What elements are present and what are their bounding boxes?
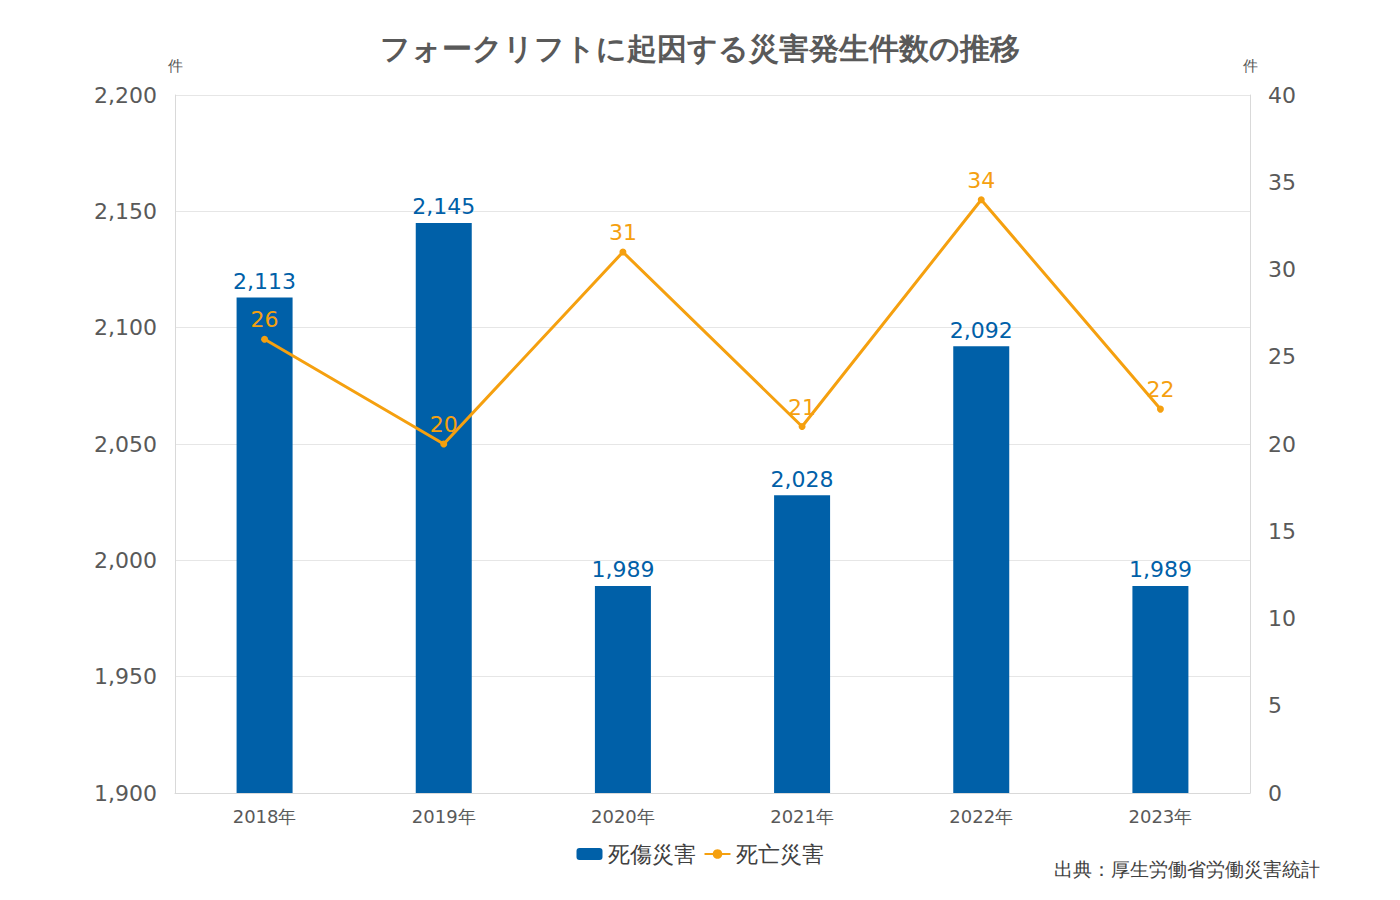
svg-text:2,113: 2,113: [233, 269, 296, 294]
svg-text:2,100: 2,100: [94, 315, 157, 340]
svg-text:件: 件: [1243, 57, 1258, 75]
svg-text:25: 25: [1268, 344, 1296, 369]
svg-text:1,900: 1,900: [94, 781, 157, 806]
svg-text:2022年: 2022年: [949, 806, 1013, 827]
svg-text:2,150: 2,150: [94, 199, 157, 224]
svg-text:30: 30: [1268, 257, 1296, 282]
svg-text:34: 34: [967, 168, 995, 193]
svg-text:フォークリフトに起因する災害発生件数の推移: フォークリフトに起因する災害発生件数の推移: [380, 31, 1020, 66]
svg-text:35: 35: [1268, 170, 1296, 195]
svg-text:31: 31: [609, 220, 637, 245]
svg-text:0: 0: [1268, 781, 1282, 806]
svg-text:20: 20: [430, 412, 458, 437]
svg-text:2018年: 2018年: [233, 806, 297, 827]
svg-text:出典：厚生労働省労働災害統計: 出典：厚生労働省労働災害統計: [1054, 858, 1320, 880]
svg-text:件: 件: [168, 57, 183, 75]
svg-text:2019年: 2019年: [412, 806, 476, 827]
svg-text:2023年: 2023年: [1129, 806, 1193, 827]
svg-text:21: 21: [788, 395, 816, 420]
svg-text:1,950: 1,950: [94, 664, 157, 689]
svg-text:2020年: 2020年: [591, 806, 655, 827]
svg-text:10: 10: [1268, 606, 1296, 631]
svg-text:20: 20: [1268, 432, 1296, 457]
svg-text:22: 22: [1146, 377, 1174, 402]
svg-text:死亡災害: 死亡災害: [736, 842, 824, 867]
svg-text:死傷災害: 死傷災害: [608, 842, 696, 867]
svg-text:1,989: 1,989: [591, 557, 654, 582]
svg-text:2,145: 2,145: [412, 194, 475, 219]
svg-text:2,092: 2,092: [950, 318, 1013, 343]
svg-text:2021年: 2021年: [770, 806, 834, 827]
svg-text:40: 40: [1268, 83, 1296, 108]
svg-text:15: 15: [1268, 519, 1296, 544]
svg-text:5: 5: [1268, 693, 1282, 718]
svg-text:2,000: 2,000: [94, 548, 157, 573]
svg-text:26: 26: [251, 307, 279, 332]
svg-text:2,050: 2,050: [94, 432, 157, 457]
svg-text:2,028: 2,028: [771, 467, 834, 492]
svg-text:1,989: 1,989: [1129, 557, 1192, 582]
svg-text:2,200: 2,200: [94, 83, 157, 108]
